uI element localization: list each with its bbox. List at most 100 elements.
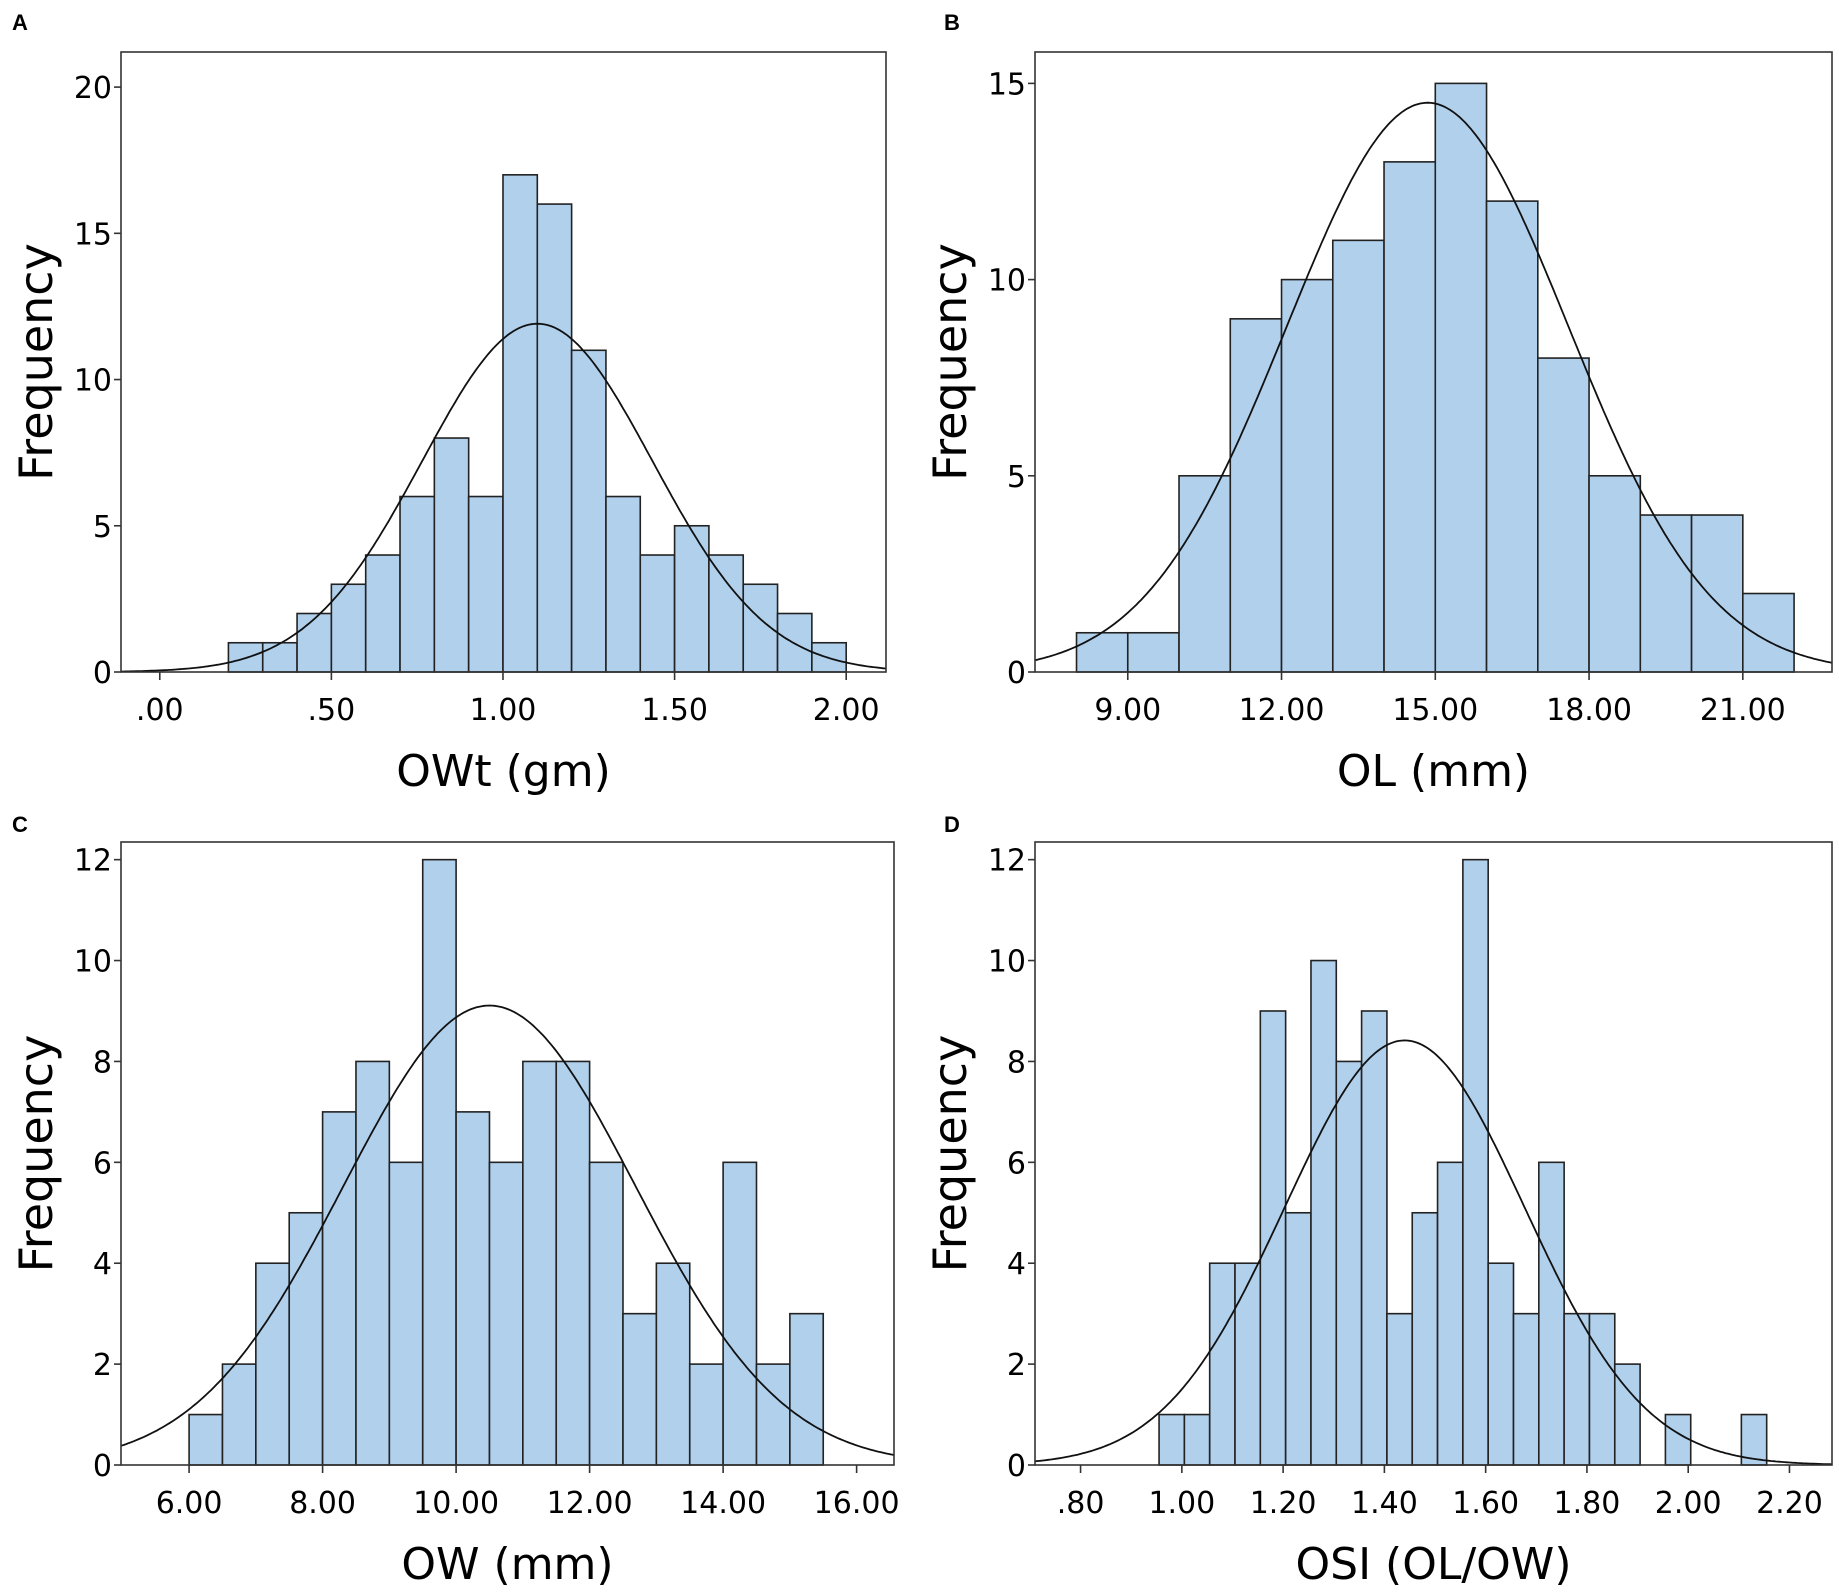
histogram-bar xyxy=(1183,1413,1211,1466)
x-axis-title: OL (mm) xyxy=(1337,746,1530,797)
panel-label: D xyxy=(944,812,960,837)
panel-a: A 0 5 10 15 20 .00 .50 1.00 1.50 2.00 OWt (gm) Frequ… xyxy=(9,10,887,797)
y-tick-label: 10 xyxy=(74,364,112,399)
histogram-bar xyxy=(188,1413,224,1466)
histogram-bar xyxy=(255,1262,291,1466)
y-tick-label: 8 xyxy=(1007,1045,1026,1080)
histogram-bar xyxy=(1613,1363,1641,1466)
histogram-bar xyxy=(1588,1312,1616,1466)
plot-frame xyxy=(1034,51,1833,673)
histogram-bar xyxy=(522,1060,558,1466)
histogram-bar xyxy=(708,554,745,673)
normal-curve xyxy=(1034,1039,1833,1466)
x-tick-label: .00 xyxy=(136,693,184,728)
x-tick-label: 6.00 xyxy=(156,1486,223,1521)
panel-c: C 0 2 4 6 8 10 12 6.00 8.00 10.00 12.00 14.00 16.00 OW… xyxy=(9,812,900,1590)
histogram-bar xyxy=(1259,1010,1287,1466)
y-tick-label: 12 xyxy=(74,844,112,879)
histogram-bar xyxy=(1386,1312,1414,1466)
x-tick-label: .80 xyxy=(1057,1486,1105,1521)
histogram-bar xyxy=(789,1312,825,1466)
y-tick-label: 20 xyxy=(74,71,112,106)
histogram-bar xyxy=(296,612,333,673)
y-tick-label: 2 xyxy=(1007,1348,1026,1383)
y-tick-label: 0 xyxy=(1007,1449,1026,1484)
y-tick-label: 2 xyxy=(93,1348,112,1383)
x-tick-label: 1.20 xyxy=(1250,1486,1317,1521)
x-tick-label: 15.00 xyxy=(1392,693,1478,728)
histogram-bar xyxy=(1234,1262,1262,1466)
y-tick-label: 0 xyxy=(1007,656,1026,691)
y-axis-title: Frequency xyxy=(9,243,63,481)
histogram-bar xyxy=(1335,1060,1363,1466)
y-tick-label: 6 xyxy=(93,1146,112,1181)
y-tick-label: 10 xyxy=(988,945,1026,980)
x-tick-label: 9.00 xyxy=(1094,693,1161,728)
histogram-bar xyxy=(1075,631,1129,673)
histogram-bar xyxy=(1538,1161,1565,1466)
x-tick-label: 1.40 xyxy=(1351,1486,1418,1521)
x-tick-label: 1.80 xyxy=(1554,1486,1621,1521)
histogram-bar xyxy=(1690,514,1744,673)
histogram-bar xyxy=(1284,1211,1312,1466)
histogram-bar xyxy=(321,1111,357,1466)
histogram-bar xyxy=(1360,1010,1388,1466)
histogram-bar xyxy=(722,1161,758,1466)
y-tick-label: 4 xyxy=(1007,1247,1026,1282)
histogram-bar xyxy=(1310,959,1338,1466)
x-tick-label: 18.00 xyxy=(1546,693,1632,728)
x-axis-title: OWt (gm) xyxy=(396,746,611,797)
histogram-bar xyxy=(1158,1413,1186,1466)
histogram-bar xyxy=(455,1111,491,1466)
x-axis-title: OSI (OL/OW) xyxy=(1296,1539,1572,1590)
histogram-bar xyxy=(1487,1262,1515,1466)
y-axis-title: Frequency xyxy=(9,1035,63,1273)
histogram-bar xyxy=(1178,474,1232,673)
histogram-bar xyxy=(555,1060,591,1466)
histogram-bar xyxy=(1436,1161,1464,1466)
histogram-bar xyxy=(467,495,504,673)
histogram-bar xyxy=(1411,1211,1439,1466)
panel-d: D 0 2 4 6 8 10 12 .80 1.00 1.20 1.40 1.60 1.80 2.00 2.2… xyxy=(923,812,1833,1590)
y-tick-label: 10 xyxy=(988,264,1026,299)
histogram-bar xyxy=(655,1262,691,1466)
x-axis-title: OW (mm) xyxy=(401,1539,613,1590)
histogram-bar xyxy=(536,203,573,673)
y-tick-label: 5 xyxy=(1007,460,1026,495)
x-tick-label: 14.00 xyxy=(680,1486,766,1521)
panel-label: B xyxy=(944,10,960,35)
histogram-bar xyxy=(622,1312,658,1466)
histogram-bar xyxy=(1485,200,1539,673)
y-tick-label: 6 xyxy=(1007,1146,1026,1181)
histogram-bar xyxy=(570,349,607,673)
histogram-bar xyxy=(1208,1262,1236,1466)
normal-curve xyxy=(121,322,887,673)
histogram-bar xyxy=(605,495,642,673)
histogram-bar xyxy=(639,554,676,673)
histogram-bar xyxy=(355,1060,391,1466)
x-tick-label: 1.00 xyxy=(1148,1486,1215,1521)
y-axis-title: Frequency xyxy=(923,243,977,481)
histogram-bar xyxy=(1563,1312,1591,1466)
histogram-bar xyxy=(688,1363,724,1466)
x-tick-label: 10.00 xyxy=(413,1486,499,1521)
x-tick-label: 2.00 xyxy=(813,693,880,728)
histogram-bar xyxy=(288,1211,324,1466)
x-tick-label: 16.00 xyxy=(814,1486,900,1521)
x-tick-label: 1.60 xyxy=(1452,1486,1519,1521)
histogram-bar xyxy=(433,437,470,673)
panel-b: B 0 5 10 15 9.00 12.00 15.00 18.00 21.00 OL (mm) Fr… xyxy=(923,10,1833,797)
histogram-bar xyxy=(1742,592,1795,673)
histogram-bar xyxy=(399,495,436,673)
y-tick-label: 0 xyxy=(93,1449,112,1484)
histogram-bar xyxy=(1639,514,1693,673)
histogram-bar xyxy=(221,1363,257,1466)
x-tick-label: 12.00 xyxy=(547,1486,633,1521)
histogram-bar xyxy=(502,174,539,673)
histogram-bar xyxy=(588,1161,624,1466)
histogram-bar xyxy=(1512,1312,1540,1466)
histogram-bar xyxy=(755,1363,791,1466)
histogram-bar xyxy=(1537,357,1590,673)
x-tick-label: 21.00 xyxy=(1700,693,1786,728)
